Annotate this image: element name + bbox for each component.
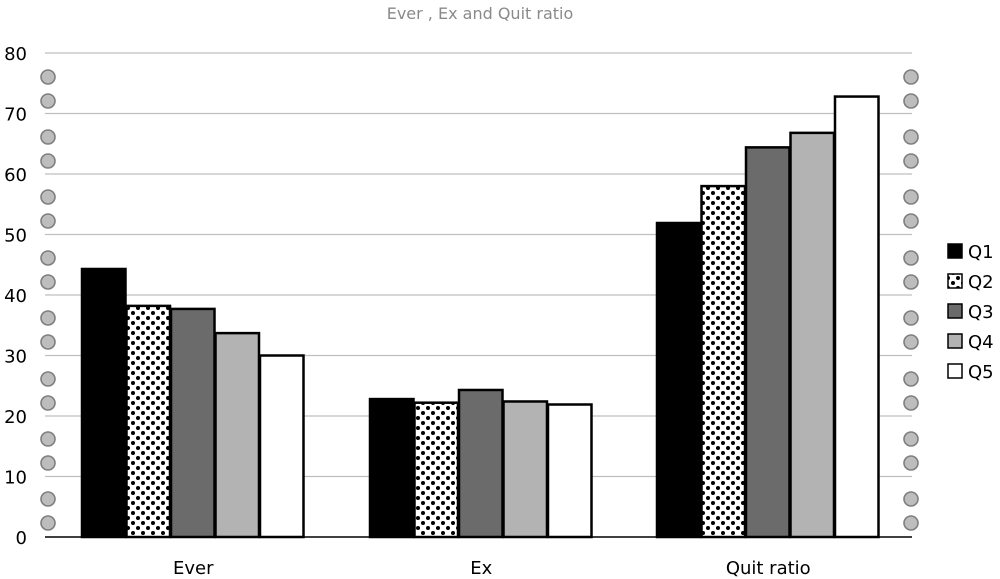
right-binder-ring xyxy=(903,310,919,326)
left-binder-ring xyxy=(40,455,56,471)
bar-q3-ever xyxy=(169,307,216,539)
right-binder-ring xyxy=(903,431,919,447)
right-binder-ring xyxy=(903,250,919,266)
bar-q5-ex xyxy=(546,403,593,539)
legend-label-q1: Q1 xyxy=(968,242,994,263)
legend-swatch-q5 xyxy=(947,363,963,379)
left-binder-ring xyxy=(40,93,56,109)
legend-swatch-q1 xyxy=(947,243,963,259)
right-binder-ring xyxy=(903,153,919,169)
bar-q5-ever xyxy=(258,354,305,539)
left-binder-ring xyxy=(40,153,56,169)
legend-swatch-q3 xyxy=(947,303,963,319)
right-binder-ring xyxy=(903,334,919,350)
right-binder-ring xyxy=(903,371,919,387)
left-binder-ring xyxy=(40,213,56,229)
bars xyxy=(80,95,880,539)
bar-q3-quit-ratio xyxy=(744,146,791,539)
bar-q2-ex xyxy=(413,401,460,539)
y-tick-label: 0 xyxy=(16,528,27,549)
right-binder-ring xyxy=(903,129,919,145)
left-binder-ring xyxy=(40,274,56,290)
y-tick-label: 70 xyxy=(4,105,27,126)
left-binder-ring xyxy=(40,310,56,326)
bar-q1-ex xyxy=(368,397,415,539)
bar-q1-ever xyxy=(80,267,127,539)
legend-label-q4: Q4 xyxy=(968,332,994,353)
bar-q1-quit-ratio xyxy=(655,221,702,539)
right-binder-ring xyxy=(903,274,919,290)
left-binder-ring xyxy=(40,189,56,205)
bar-q2-ever xyxy=(125,304,172,539)
y-tick-label: 30 xyxy=(4,347,27,368)
left-binder-ring xyxy=(40,334,56,350)
category-label: Ever xyxy=(173,558,214,579)
binder-rings xyxy=(40,69,919,531)
legend-swatch-q4 xyxy=(947,333,963,349)
left-binder-ring xyxy=(40,491,56,507)
category-labels: Ever Ex Quit ratio xyxy=(173,558,811,579)
right-binder-ring xyxy=(903,395,919,411)
y-axis-ticks: 0 10 20 30 40 50 60 70 80 xyxy=(4,44,27,549)
y-tick-label: 40 xyxy=(4,286,27,307)
legend-label-q3: Q3 xyxy=(968,302,994,323)
bar-q4-ever xyxy=(214,331,261,539)
right-binder-ring xyxy=(903,515,919,531)
bar-q4-quit-ratio xyxy=(789,131,836,539)
left-binder-ring xyxy=(40,515,56,531)
left-binder-ring xyxy=(40,129,56,145)
y-tick-label: 20 xyxy=(4,407,27,428)
legend-label-q2: Q2 xyxy=(968,272,994,293)
left-binder-ring xyxy=(40,250,56,266)
y-tick-label: 60 xyxy=(4,165,27,186)
right-binder-ring xyxy=(903,213,919,229)
bar-q4-ex xyxy=(502,400,549,539)
right-binder-ring xyxy=(903,69,919,85)
legend: Q1 Q2 Q3 Q4 Q5 xyxy=(947,242,994,383)
left-binder-ring xyxy=(40,431,56,447)
category-label: Ex xyxy=(470,558,492,579)
legend-label-q5: Q5 xyxy=(968,362,994,383)
left-binder-ring xyxy=(40,395,56,411)
left-binder-ring xyxy=(40,371,56,387)
right-binder-ring xyxy=(903,491,919,507)
left-binder-ring xyxy=(40,69,56,85)
bar-q3-ex xyxy=(457,388,504,539)
legend-swatch-q2 xyxy=(947,273,963,289)
chart-title: Ever , Ex and Quit ratio xyxy=(387,4,574,23)
bar-q2-quit-ratio xyxy=(700,184,747,539)
bar-q5-quit-ratio xyxy=(833,95,880,539)
right-binder-ring xyxy=(903,455,919,471)
y-tick-label: 10 xyxy=(4,468,27,489)
y-tick-label: 50 xyxy=(4,226,27,247)
right-binder-ring xyxy=(903,93,919,109)
category-label: Quit ratio xyxy=(726,558,811,579)
y-tick-label: 80 xyxy=(4,44,27,65)
right-binder-ring xyxy=(903,189,919,205)
